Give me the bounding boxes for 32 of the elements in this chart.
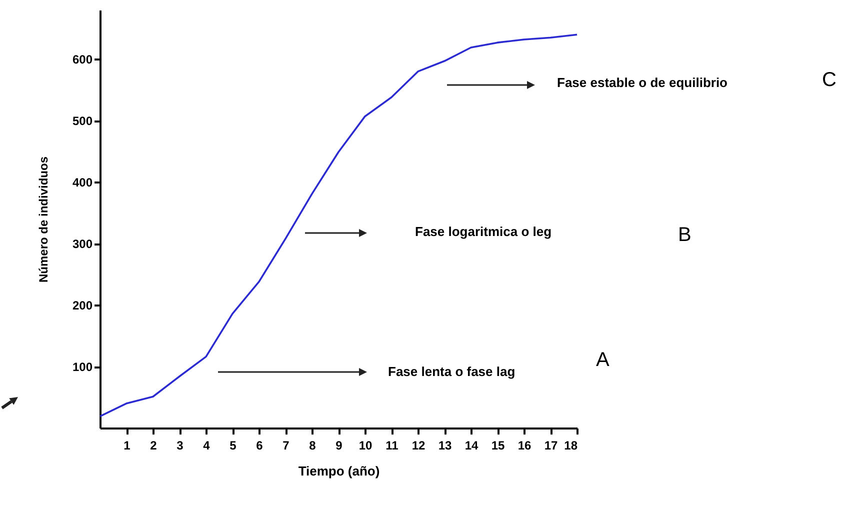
text: C <box>822 69 836 91</box>
x-tick-label: 18 <box>564 438 578 452</box>
x-tick-label: 10 <box>358 438 372 452</box>
x-tick-label: 4 <box>203 438 210 452</box>
x-tick-label: 7 <box>282 438 290 452</box>
x-tick-label: 17 <box>544 438 558 452</box>
annotation: Fase logaritmica o leg <box>415 224 552 239</box>
x-tick-label: 12 <box>412 438 426 452</box>
x-tick-label: 14 <box>464 438 478 452</box>
annotation: Fase lenta o fase lag <box>388 364 516 379</box>
y-tick-label: 200 <box>72 298 93 313</box>
text: B <box>678 224 692 246</box>
x-tick-label: 9 <box>336 438 343 452</box>
text: A <box>596 349 610 371</box>
x-tick-label: 5 <box>230 438 237 452</box>
y-tick-label: 100 <box>72 360 93 374</box>
x-tick-label: 13 <box>438 438 452 452</box>
x-tick-label: 15 <box>491 438 505 452</box>
y-axis-title: Número de individuos <box>36 156 50 283</box>
x-tick-label: 3 <box>176 438 184 452</box>
y-tick-label: 400 <box>72 176 93 190</box>
y-tick-label: 600 <box>72 52 93 67</box>
x-tick-label: 2 <box>150 438 158 452</box>
x-tick-label: 8 <box>309 438 316 452</box>
x-tick-label: 1 <box>124 438 131 452</box>
x-tick-label: 6 <box>256 438 264 452</box>
x-axis-title: Tiempo (año) <box>298 464 380 478</box>
x-tick-label: 11 <box>386 438 399 452</box>
y-tick-label: 500 <box>72 114 93 128</box>
y-tick-label: 300 <box>72 237 93 252</box>
x-tick-label: 16 <box>518 438 532 452</box>
annotation: Fase estable o de equilibrio <box>557 75 728 90</box>
